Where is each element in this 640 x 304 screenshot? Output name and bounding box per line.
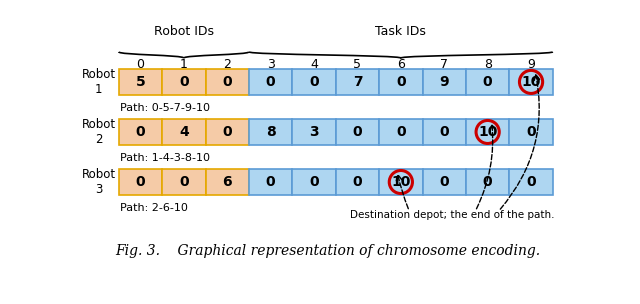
Text: 6: 6 bbox=[397, 58, 404, 71]
Text: 0: 0 bbox=[440, 125, 449, 139]
Text: 4: 4 bbox=[310, 58, 318, 71]
Text: 0: 0 bbox=[266, 175, 275, 189]
Text: Fig. 3.    Graphical representation of chromosome encoding.: Fig. 3. Graphical representation of chro… bbox=[115, 244, 541, 257]
Bar bbox=[162, 119, 205, 145]
Text: 0: 0 bbox=[526, 125, 536, 139]
Bar bbox=[466, 119, 509, 145]
Text: 10: 10 bbox=[391, 175, 410, 189]
Text: 0: 0 bbox=[396, 125, 406, 139]
Text: Path: 0-5-7-9-10: Path: 0-5-7-9-10 bbox=[120, 103, 211, 113]
Text: 5: 5 bbox=[353, 58, 362, 71]
Bar bbox=[249, 69, 292, 95]
Text: 0: 0 bbox=[396, 75, 406, 89]
Text: 2: 2 bbox=[223, 58, 231, 71]
Text: 0: 0 bbox=[223, 75, 232, 89]
Bar bbox=[379, 119, 422, 145]
Text: Task IDs: Task IDs bbox=[376, 25, 426, 38]
Bar bbox=[422, 119, 466, 145]
Text: 0: 0 bbox=[136, 175, 145, 189]
Bar bbox=[379, 69, 422, 95]
Bar bbox=[466, 69, 509, 95]
Bar bbox=[205, 69, 249, 95]
Text: 0: 0 bbox=[266, 75, 275, 89]
Text: Path: 1-4-3-8-10: Path: 1-4-3-8-10 bbox=[120, 153, 211, 163]
Text: 0: 0 bbox=[309, 175, 319, 189]
Text: 5: 5 bbox=[136, 75, 145, 89]
Text: Robot
3: Robot 3 bbox=[81, 168, 116, 196]
Text: 10: 10 bbox=[478, 125, 497, 139]
Text: 8: 8 bbox=[266, 125, 276, 139]
Text: 0: 0 bbox=[353, 125, 362, 139]
Text: 0: 0 bbox=[136, 125, 145, 139]
Text: 7: 7 bbox=[440, 58, 448, 71]
Text: 4: 4 bbox=[179, 125, 189, 139]
Bar bbox=[162, 69, 205, 95]
Bar bbox=[119, 119, 162, 145]
Text: 0: 0 bbox=[483, 75, 492, 89]
Text: Robot
1: Robot 1 bbox=[81, 68, 116, 96]
Bar bbox=[336, 169, 379, 195]
Bar bbox=[509, 169, 553, 195]
Text: Destination depot; the end of the path.: Destination depot; the end of the path. bbox=[349, 210, 554, 220]
Bar bbox=[336, 119, 379, 145]
Bar bbox=[119, 169, 162, 195]
Text: 6: 6 bbox=[223, 175, 232, 189]
Bar bbox=[379, 169, 422, 195]
Text: 0: 0 bbox=[179, 75, 189, 89]
Bar bbox=[509, 69, 553, 95]
Text: 10: 10 bbox=[522, 75, 541, 89]
Text: 0: 0 bbox=[483, 175, 492, 189]
Bar bbox=[466, 169, 509, 195]
Bar bbox=[162, 169, 205, 195]
Text: 3: 3 bbox=[309, 125, 319, 139]
Text: Path: 2-6-10: Path: 2-6-10 bbox=[120, 203, 188, 213]
Bar bbox=[422, 169, 466, 195]
Bar bbox=[119, 69, 162, 95]
Text: 0: 0 bbox=[223, 125, 232, 139]
Bar bbox=[205, 169, 249, 195]
Bar bbox=[509, 119, 553, 145]
Text: 0: 0 bbox=[526, 175, 536, 189]
Bar bbox=[249, 169, 292, 195]
Text: 9: 9 bbox=[527, 58, 535, 71]
Bar bbox=[336, 69, 379, 95]
Text: 0: 0 bbox=[136, 58, 145, 71]
Bar bbox=[292, 169, 336, 195]
Text: 0: 0 bbox=[440, 175, 449, 189]
Text: Robot IDs: Robot IDs bbox=[154, 25, 214, 38]
Text: 1: 1 bbox=[180, 58, 188, 71]
Text: 8: 8 bbox=[484, 58, 492, 71]
Bar bbox=[292, 69, 336, 95]
Bar bbox=[422, 69, 466, 95]
Bar bbox=[292, 119, 336, 145]
Text: Robot
2: Robot 2 bbox=[81, 118, 116, 146]
Bar bbox=[249, 119, 292, 145]
Text: 0: 0 bbox=[309, 75, 319, 89]
Text: 9: 9 bbox=[440, 75, 449, 89]
Text: 3: 3 bbox=[267, 58, 275, 71]
Text: 0: 0 bbox=[179, 175, 189, 189]
Text: 0: 0 bbox=[353, 175, 362, 189]
Bar bbox=[205, 119, 249, 145]
Text: 7: 7 bbox=[353, 75, 362, 89]
